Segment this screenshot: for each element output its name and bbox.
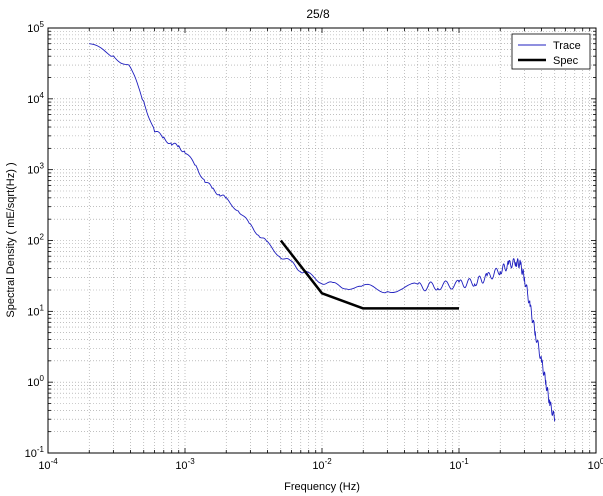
axis-ticks: 10-4 10-3 10-2 10-1 100 10-1 100 101 102 103 104 10… (25, 20, 603, 472)
series-line-spec (279, 239, 459, 310)
y-tick-label: 101 (27, 303, 44, 318)
y-axis-label: Spectral Density ( mE/sqrt(Hz) ) (5, 162, 17, 317)
y-tick-label: 105 (27, 20, 44, 35)
y-tick-label: 100 (27, 374, 44, 389)
y-tick-label: 103 (27, 162, 44, 177)
y-tick-label: 104 (27, 91, 44, 106)
series-lines (89, 43, 556, 422)
plot-frame (47, 27, 597, 454)
y-tick-label: 10-1 (25, 445, 45, 460)
series-line-trace (89, 43, 556, 422)
legend-spec-label: Spec (553, 55, 579, 67)
x-tick-label: 10-1 (449, 457, 469, 472)
legend-trace-label: Trace (553, 40, 581, 52)
legend-box (511, 33, 591, 70)
x-tick-label: 10-3 (175, 457, 195, 472)
chart-title: 25/8 (306, 7, 330, 21)
x-tick-label: 10-4 (38, 457, 58, 472)
legend: Trace Spec (511, 33, 591, 70)
x-tick-label: 100 (588, 457, 603, 472)
grid (47, 28, 596, 454)
x-tick-label: 10-2 (312, 457, 332, 472)
y-tick-label: 102 (27, 233, 44, 248)
x-axis-label: Frequency (Hz) (284, 481, 360, 493)
